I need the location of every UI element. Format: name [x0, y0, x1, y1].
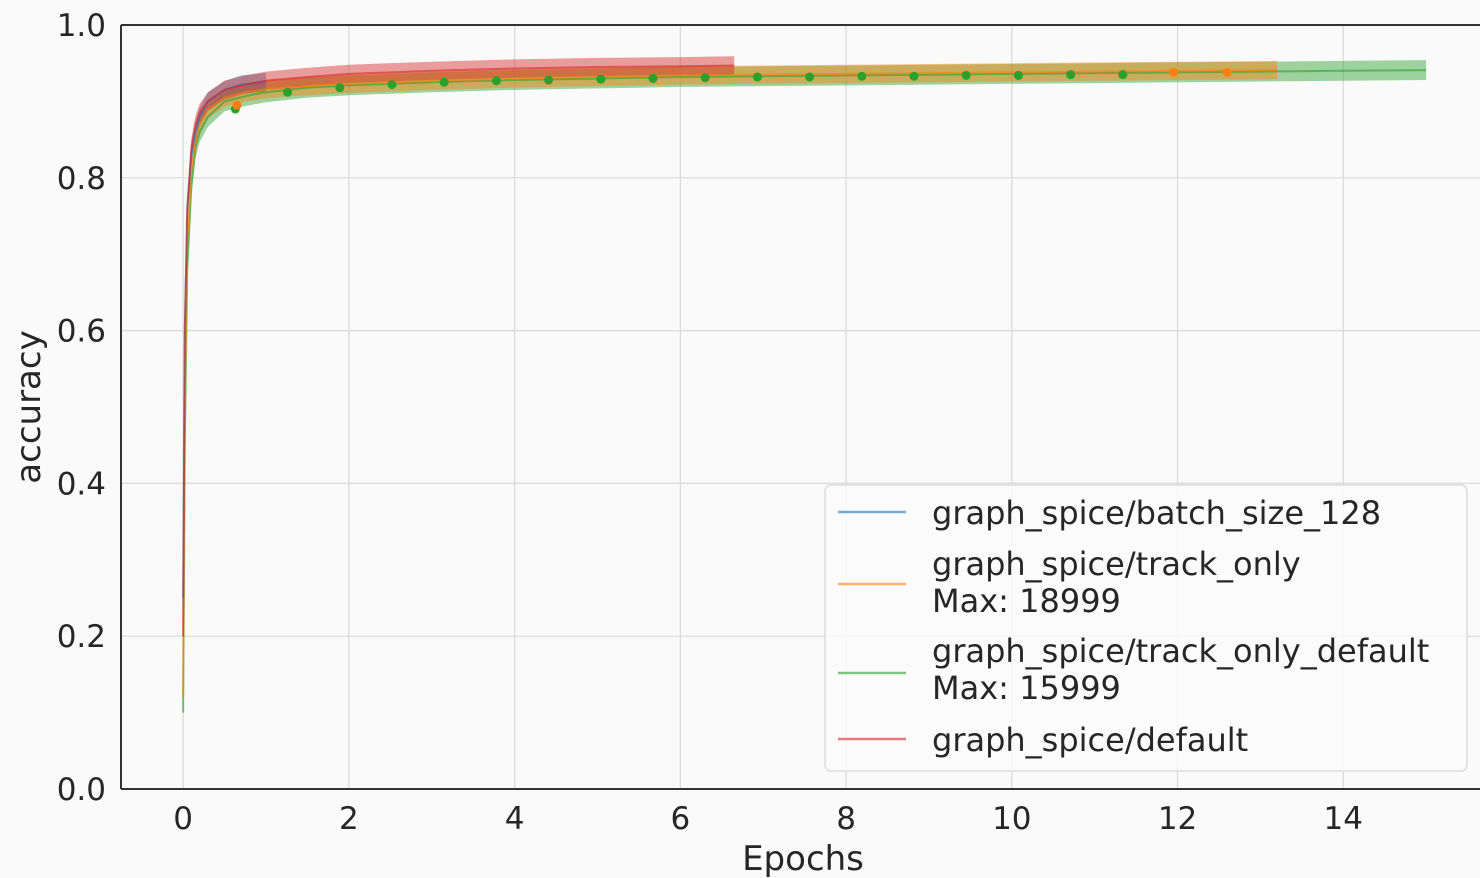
series-marker [335, 83, 345, 93]
y-tick-label: 1.0 [57, 8, 106, 44]
y-tick-label: 0.2 [57, 619, 106, 655]
series-marker [232, 100, 242, 110]
x-tick-label: 12 [1158, 801, 1197, 837]
x-axis-title: Epochs [742, 839, 864, 878]
series-marker [439, 77, 449, 87]
series-line [182, 64, 735, 637]
legend-label-track-only-default: graph_spice/track_only_default [932, 632, 1429, 670]
series-marker [857, 71, 867, 81]
series-marker [544, 75, 554, 85]
series-marker [1222, 67, 1232, 77]
series-marker [283, 87, 293, 97]
series-marker [805, 72, 815, 82]
series-marker [387, 80, 397, 90]
x-tick-label: 14 [1324, 801, 1363, 837]
series-line [182, 69, 1427, 713]
series-marker [1066, 70, 1076, 80]
legend-label-track-only: graph_spice/track_only [932, 545, 1301, 583]
x-tick-label: 8 [836, 801, 856, 837]
y-tick-label: 0.0 [57, 772, 106, 808]
series-marker [596, 74, 606, 84]
series-marker [752, 72, 762, 82]
y-tick-label: 0.8 [57, 161, 106, 197]
tick-labels: 0 2 4 6 8 10 12 14 0.0 0.2 0.4 0.6 0.8 1.0 [57, 8, 1363, 837]
series-marker [1168, 67, 1178, 77]
series-marker [1118, 70, 1128, 80]
x-tick-label: 4 [505, 801, 525, 837]
series-line [182, 69, 1278, 698]
series-markers [230, 67, 1232, 114]
y-tick-label: 0.4 [57, 466, 106, 502]
series-marker [700, 73, 710, 83]
y-tick-label: 0.6 [57, 314, 106, 350]
x-tick-label: 10 [992, 801, 1031, 837]
series-marker [648, 73, 658, 83]
series-lines [182, 64, 1427, 713]
x-tick-label: 6 [670, 801, 690, 837]
legend-label-track-only-max: Max: 18999 [932, 582, 1121, 620]
legend-label-track-only-default-max: Max: 15999 [932, 669, 1121, 707]
legend-label-default: graph_spice/default [932, 721, 1248, 759]
legend-frame [824, 484, 1468, 772]
axes [120, 24, 1480, 790]
x-tick-label: 2 [339, 801, 359, 837]
legend-label-batch-size-128: graph_spice/batch_size_128 [932, 494, 1381, 532]
y-axis-title: accuracy [9, 330, 49, 483]
series-marker [1013, 70, 1023, 80]
series-marker [491, 76, 501, 86]
x-tick-label: 0 [173, 801, 193, 837]
series-marker [909, 71, 919, 81]
series-marker [961, 70, 971, 80]
legend: graph_spice/batch_size_128 graph_spice/t… [824, 484, 1468, 772]
